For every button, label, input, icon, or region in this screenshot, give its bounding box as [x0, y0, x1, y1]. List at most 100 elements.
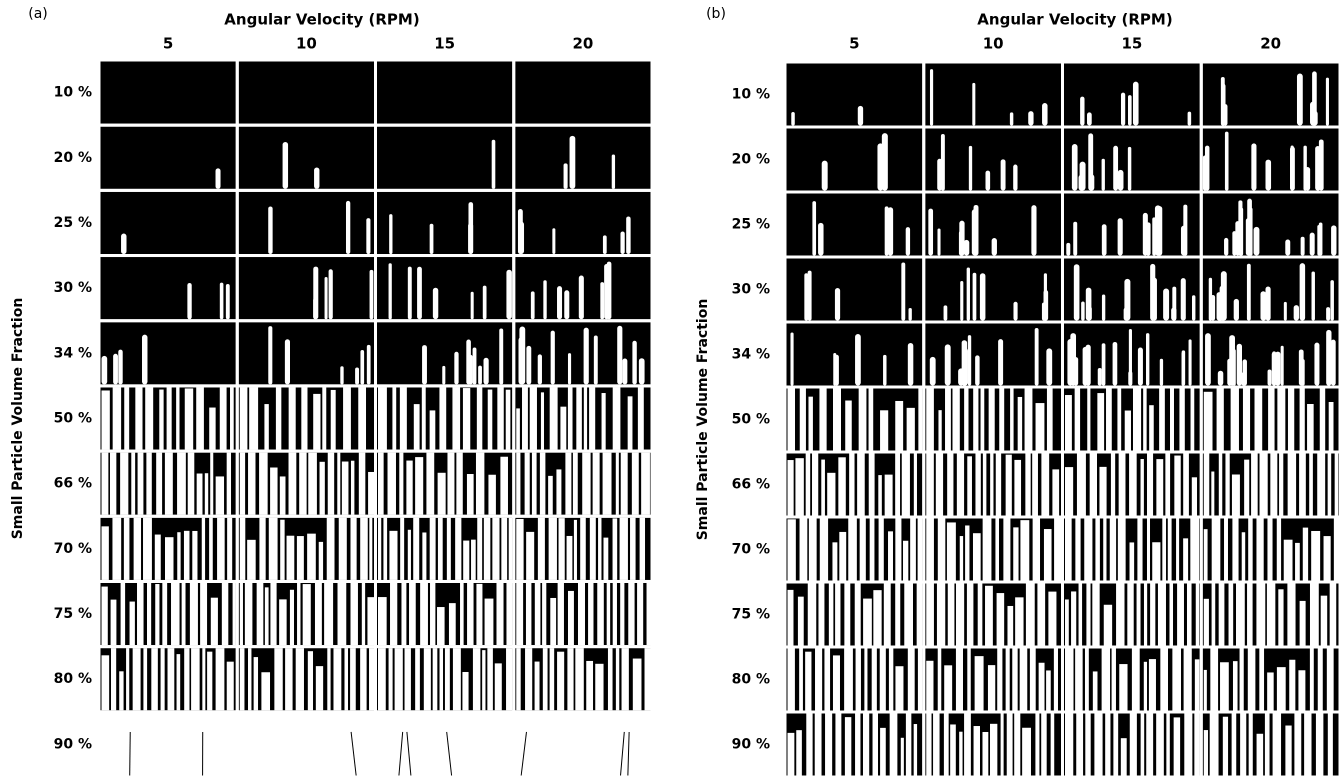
stripe [463, 541, 469, 580]
stripe [516, 583, 523, 645]
stripe [205, 473, 208, 515]
row-label: 90 % [54, 736, 92, 752]
cell-image [515, 127, 650, 189]
stripe [1277, 667, 1286, 710]
finger [1182, 350, 1185, 385]
cell-image [787, 389, 923, 451]
cell-background [239, 322, 374, 384]
stripe [586, 661, 593, 710]
stripe [880, 728, 886, 776]
finger [360, 350, 364, 384]
stripe [1256, 584, 1265, 646]
stripe [1137, 519, 1142, 581]
stripe [1310, 649, 1314, 711]
finger [603, 235, 607, 254]
finger [959, 231, 963, 256]
stripe [182, 583, 186, 645]
stripe [121, 583, 126, 645]
cell-image [101, 257, 236, 319]
stripe [1229, 584, 1234, 646]
stripe [1079, 584, 1083, 646]
finger [834, 355, 839, 386]
stripe [1267, 672, 1274, 710]
stripe [233, 583, 236, 645]
finger [118, 350, 122, 385]
cell-background [239, 192, 374, 254]
finger [1290, 147, 1295, 191]
stripe [135, 387, 142, 449]
stripe [978, 584, 983, 646]
stripe [1225, 454, 1229, 516]
stripe [1118, 519, 1126, 581]
stripe [1240, 714, 1246, 776]
stripe [1196, 584, 1199, 646]
finger [1081, 301, 1085, 320]
stripe [1071, 591, 1076, 645]
stripe [171, 583, 180, 645]
stripe [1320, 389, 1325, 451]
stripe [324, 583, 333, 645]
finger [972, 83, 975, 126]
stripe [1141, 714, 1145, 776]
stripe [400, 518, 404, 580]
finger [639, 358, 645, 384]
stripe [1172, 649, 1181, 711]
column-label: 15 [1121, 35, 1142, 53]
finger [1189, 339, 1192, 385]
stripe [565, 453, 571, 515]
stripe [327, 648, 330, 710]
finger [1118, 170, 1124, 191]
stripe [120, 453, 128, 515]
stripe [621, 453, 628, 515]
stripe [1232, 519, 1238, 581]
stripe [1267, 519, 1272, 581]
finger [538, 354, 542, 384]
cell-image [925, 194, 1061, 256]
finger [1205, 146, 1209, 191]
axis-title: Angular Velocity (RPM) [977, 11, 1172, 29]
stripe [184, 531, 190, 580]
finger [1031, 205, 1036, 255]
stripe [197, 474, 203, 515]
stripe [573, 453, 578, 515]
stripe [1174, 717, 1180, 775]
stripe [885, 475, 893, 516]
stripe [1137, 584, 1141, 646]
stripe [542, 583, 546, 645]
stripe [1285, 726, 1291, 776]
stripe [333, 648, 341, 710]
stripe [645, 648, 651, 710]
stripe [1204, 454, 1210, 516]
stripe [102, 453, 109, 515]
stripe [630, 518, 636, 580]
finger [484, 358, 489, 385]
cell-image [1064, 519, 1200, 581]
stripe [1183, 454, 1189, 516]
stripe [1187, 584, 1192, 646]
stripe [532, 453, 537, 515]
stripe [1014, 460, 1021, 516]
stripe [1085, 649, 1089, 711]
stripe [322, 387, 326, 449]
stripe [884, 584, 891, 646]
stripe [1132, 649, 1140, 711]
finger [790, 332, 793, 385]
stripe [1121, 738, 1127, 775]
stripe [301, 387, 307, 449]
cell-background [377, 257, 512, 319]
finger [417, 267, 422, 320]
stripe [307, 534, 316, 580]
cell-image [925, 259, 1061, 321]
finger [1281, 346, 1284, 386]
stripe [265, 587, 269, 645]
stripe [944, 714, 949, 776]
cell-image [1064, 194, 1200, 256]
stripe [1311, 531, 1320, 581]
finger [1086, 288, 1092, 321]
stripe [901, 738, 904, 776]
finger [1232, 231, 1236, 255]
row-label: 80 % [54, 671, 92, 687]
stripe [343, 387, 351, 449]
finger [620, 231, 624, 254]
cell-image [101, 62, 236, 124]
